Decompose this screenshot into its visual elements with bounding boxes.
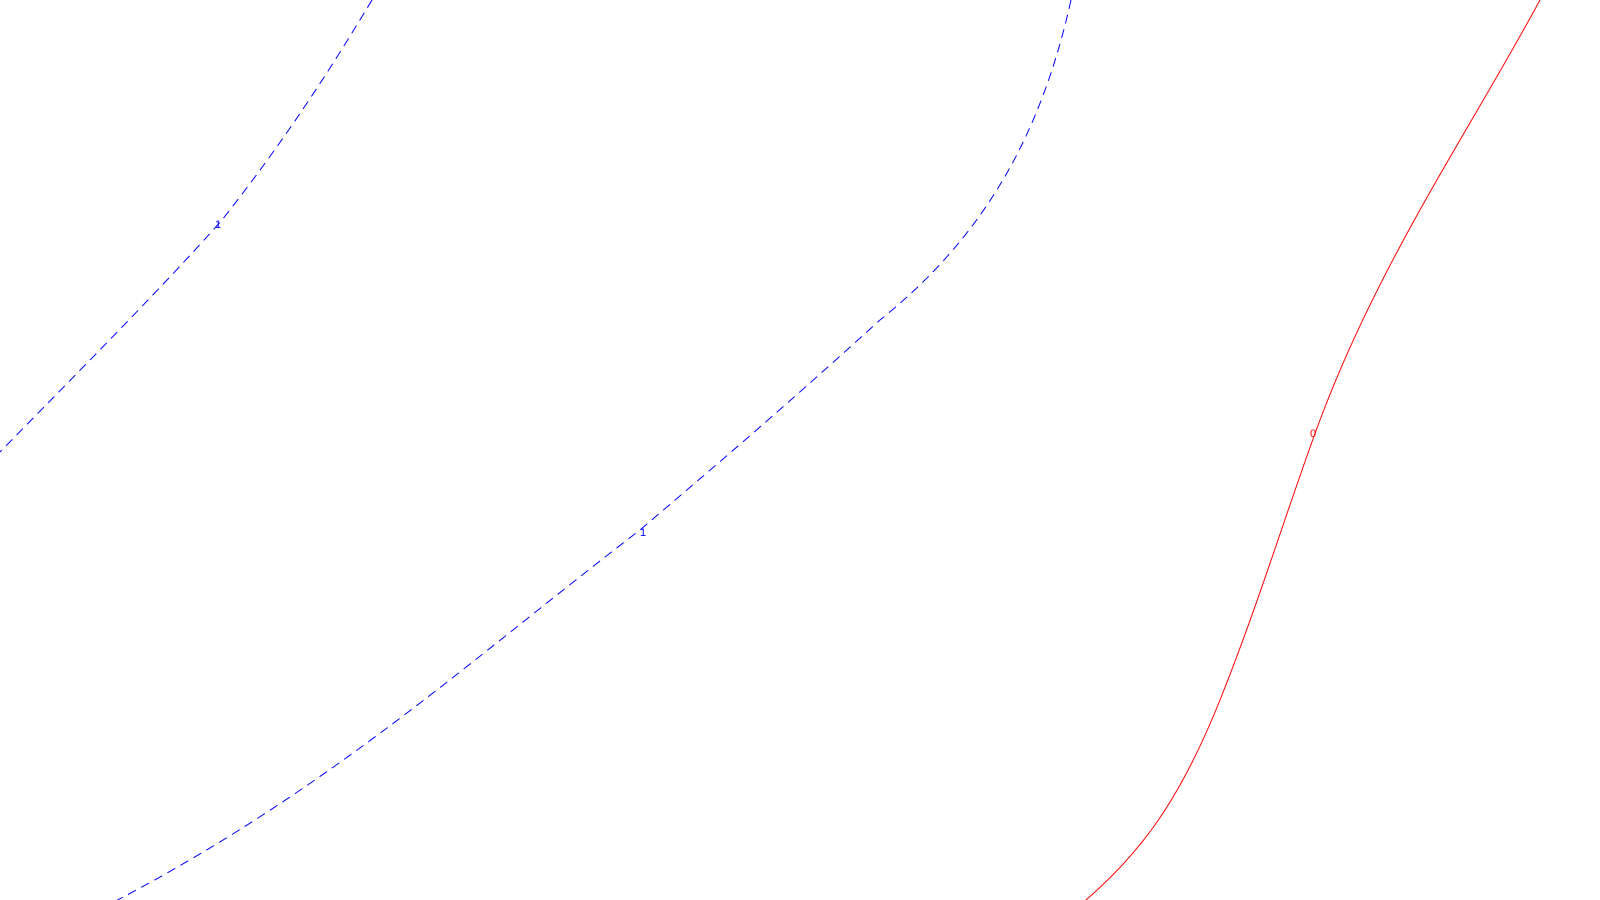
contour-line-0-right <box>1085 0 1541 900</box>
contour-line-1-left <box>0 0 373 453</box>
contour-label-0-right: 0 <box>1310 428 1316 440</box>
contour-line-1-center <box>116 0 1072 900</box>
contour-label-1-left: 1 <box>215 219 221 231</box>
contour-label-1-center: 1 <box>640 527 646 539</box>
